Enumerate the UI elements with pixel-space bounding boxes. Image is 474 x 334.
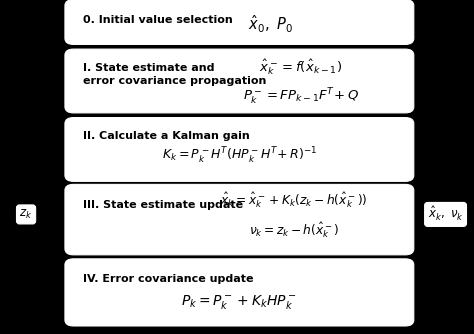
Text: $z_k$: $z_k$ bbox=[19, 208, 33, 221]
FancyBboxPatch shape bbox=[65, 49, 414, 113]
Text: III. State estimate update: III. State estimate update bbox=[83, 200, 243, 210]
Text: IV. Error covariance update: IV. Error covariance update bbox=[83, 274, 254, 284]
Text: $\hat{x}_k^- = f(\hat{x}_{k-1})$
$P_k^- = FP_{k-1}F^T\!+Q$: $\hat{x}_k^- = f(\hat{x}_{k-1})$ $P_k^- … bbox=[243, 58, 359, 107]
FancyBboxPatch shape bbox=[65, 118, 414, 181]
Text: I. State estimate and
error covariance propagation: I. State estimate and error covariance p… bbox=[83, 63, 266, 86]
Text: $P_k = P_k^- + K_kHP_k^-$: $P_k = P_k^- + K_kHP_k^-$ bbox=[182, 293, 297, 311]
Text: $\hat{x}_0,\ P_0$: $\hat{x}_0,\ P_0$ bbox=[248, 13, 292, 35]
Text: 0. Initial value selection: 0. Initial value selection bbox=[83, 15, 233, 25]
FancyBboxPatch shape bbox=[65, 259, 414, 326]
Text: $\hat{x}_k,\ \nu_k$: $\hat{x}_k,\ \nu_k$ bbox=[428, 205, 464, 223]
Text: $\hat{x}_k = \hat{x}_k^- + K_k(z_k - h(\hat{x}_k^-))$
$\nu_k = z_k - h(\hat{x}_k: $\hat{x}_k = \hat{x}_k^- + K_k(z_k - h(\… bbox=[220, 191, 368, 239]
Text: $K_k = P_k^- H^T(HP_k^- H^T\!+R)^{-1}$: $K_k = P_k^- H^T(HP_k^- H^T\!+R)^{-1}$ bbox=[162, 146, 317, 166]
FancyBboxPatch shape bbox=[65, 184, 414, 255]
Text: II. Calculate a Kalman gain: II. Calculate a Kalman gain bbox=[83, 131, 250, 141]
FancyBboxPatch shape bbox=[65, 0, 414, 44]
